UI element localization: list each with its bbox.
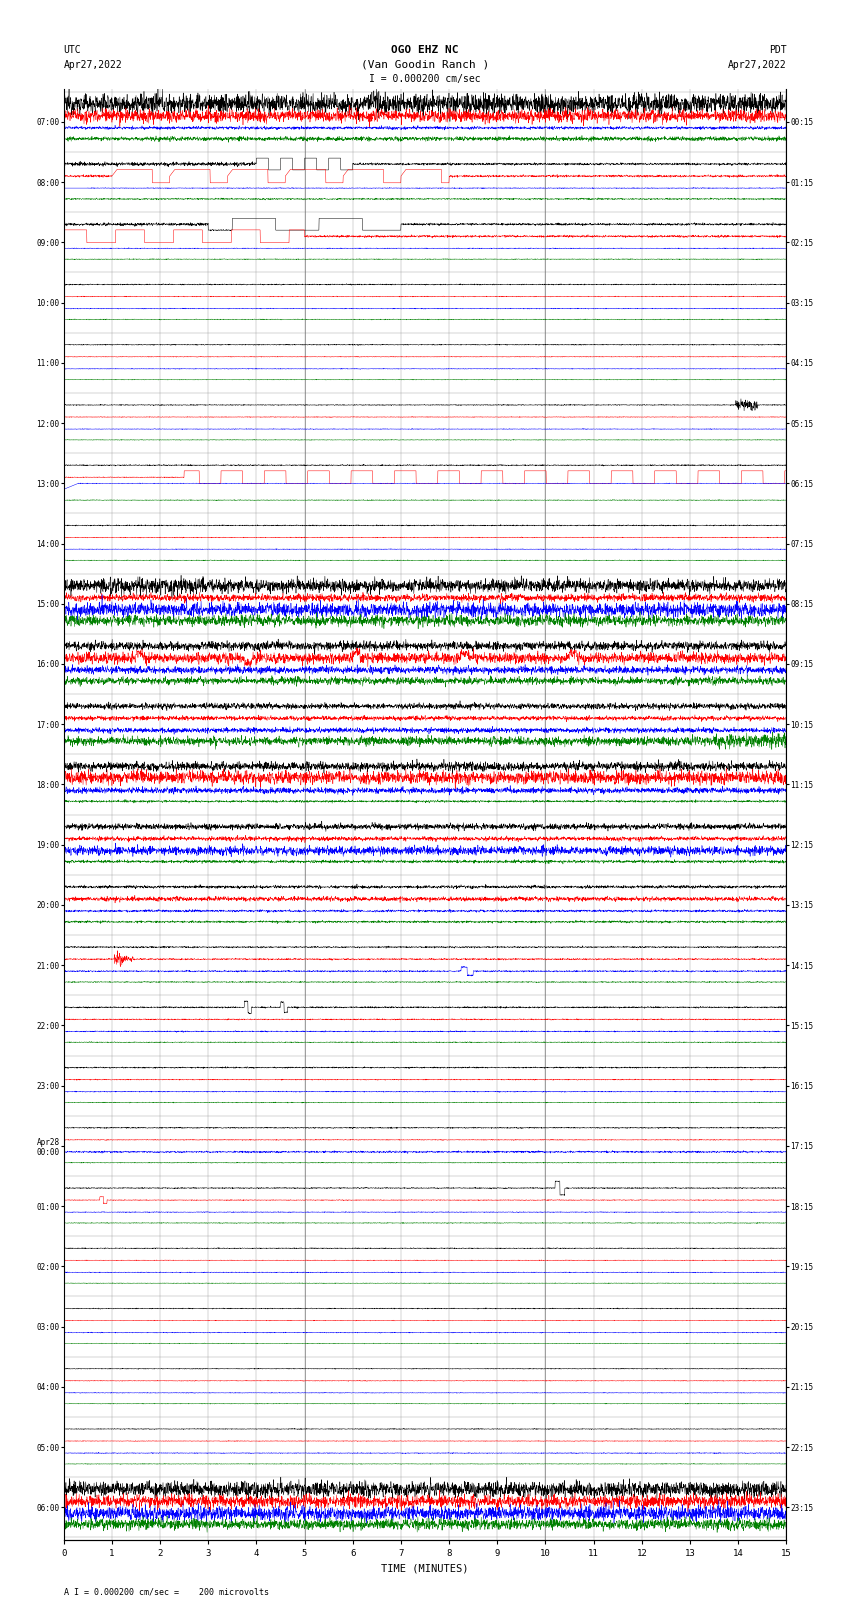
Text: OGO EHZ NC: OGO EHZ NC <box>391 45 459 55</box>
Text: (Van Goodin Ranch ): (Van Goodin Ranch ) <box>361 60 489 69</box>
Text: UTC: UTC <box>64 45 82 55</box>
X-axis label: TIME (MINUTES): TIME (MINUTES) <box>382 1565 468 1574</box>
Text: A I = 0.000200 cm/sec =    200 microvolts: A I = 0.000200 cm/sec = 200 microvolts <box>64 1587 269 1597</box>
Text: I = 0.000200 cm/sec: I = 0.000200 cm/sec <box>369 74 481 84</box>
Text: Apr27,2022: Apr27,2022 <box>64 60 122 69</box>
Text: PDT: PDT <box>768 45 786 55</box>
Text: Apr27,2022: Apr27,2022 <box>728 60 786 69</box>
